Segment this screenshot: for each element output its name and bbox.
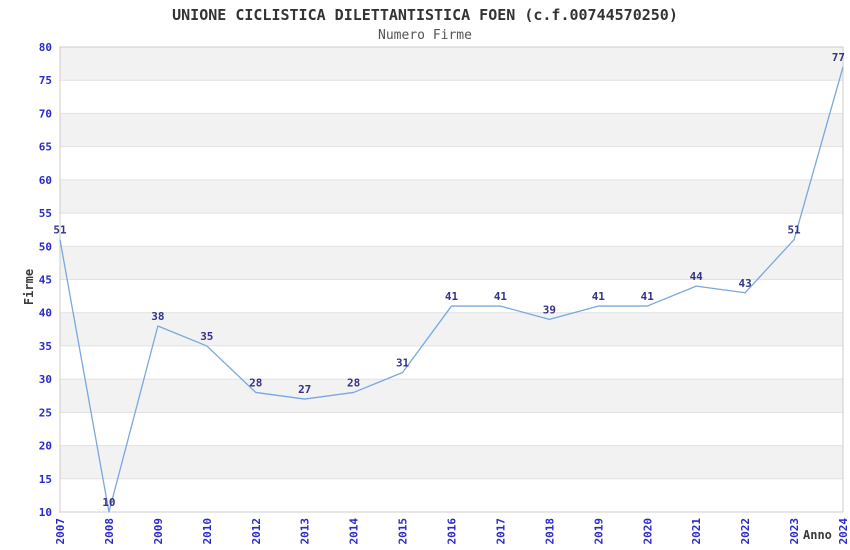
data-point-label: 35 [200,330,213,343]
y-tick-label: 60 [39,174,52,187]
data-point-label: 77 [832,51,845,64]
x-tick-label: 2007 [54,518,67,545]
plot-border [59,46,844,513]
x-tick-label: 2021 [690,518,703,545]
y-tick-label: 15 [39,473,52,486]
x-tick-label: 2014 [348,518,361,545]
x-tick-label: 2015 [397,518,410,545]
plot-band [60,445,843,479]
plot-band [60,47,843,81]
x-tick-label: 2022 [739,518,752,545]
data-line [59,66,844,513]
data-point-label: 41 [641,290,655,303]
data-point-label: 28 [249,376,262,389]
x-tick-label: 2008 [103,518,116,545]
data-point-label: 41 [494,290,508,303]
x-tick-label: 2010 [201,518,214,545]
plot-band [60,246,843,280]
y-tick-label: 55 [39,207,52,220]
x-tick-label: 2012 [250,518,263,545]
y-tick-label: 65 [39,141,52,154]
data-point-label: 44 [690,270,704,283]
plot-band [60,312,843,346]
plot-band [60,379,843,413]
x-tick-label: 2018 [543,518,556,545]
y-tick-label: 75 [39,74,52,87]
data-point-label: 41 [592,290,606,303]
x-tick-label: 2017 [494,518,507,545]
data-point-label: 41 [445,290,459,303]
y-axis-title: Firme [22,268,36,306]
data-point-label: 38 [151,310,164,323]
y-tick-label: 20 [39,440,52,453]
data-point-label: 51 [53,224,67,237]
data-point-label: 27 [298,383,311,396]
plot-band [60,179,843,214]
x-tick-label: 2009 [152,518,165,545]
data-point-label: 28 [347,376,360,389]
data-point-label: 10 [102,496,115,509]
y-tick-label: 80 [39,41,52,54]
x-tick-label: 2020 [641,518,654,545]
plot-band [60,113,843,147]
x-tick-label: 2019 [592,518,605,545]
data-point-label: 39 [543,303,556,316]
x-axis-title: Anno [803,528,832,542]
data-point-label: 43 [739,277,752,290]
data-point-label: 31 [396,357,410,370]
y-tick-label: 45 [39,274,52,287]
chart-subtitle: Numero Firme [378,28,472,43]
y-tick-label: 10 [39,506,52,519]
y-tick-label: 30 [39,373,52,386]
x-tick-label: 2023 [788,518,801,545]
x-tick-label: 2024 [837,518,850,545]
y-tick-label: 70 [39,107,52,120]
y-tick-label: 50 [39,240,52,253]
data-point-label: 51 [787,224,801,237]
x-tick-label: 2013 [299,518,312,545]
x-tick-label: 2016 [446,518,459,545]
y-tick-label: 25 [39,406,52,419]
chart-title: UNIONE CICLISTICA DILETTANTISTICA FOEN (… [172,6,678,24]
y-tick-label: 35 [39,340,52,353]
y-tick-label: 40 [39,307,52,320]
